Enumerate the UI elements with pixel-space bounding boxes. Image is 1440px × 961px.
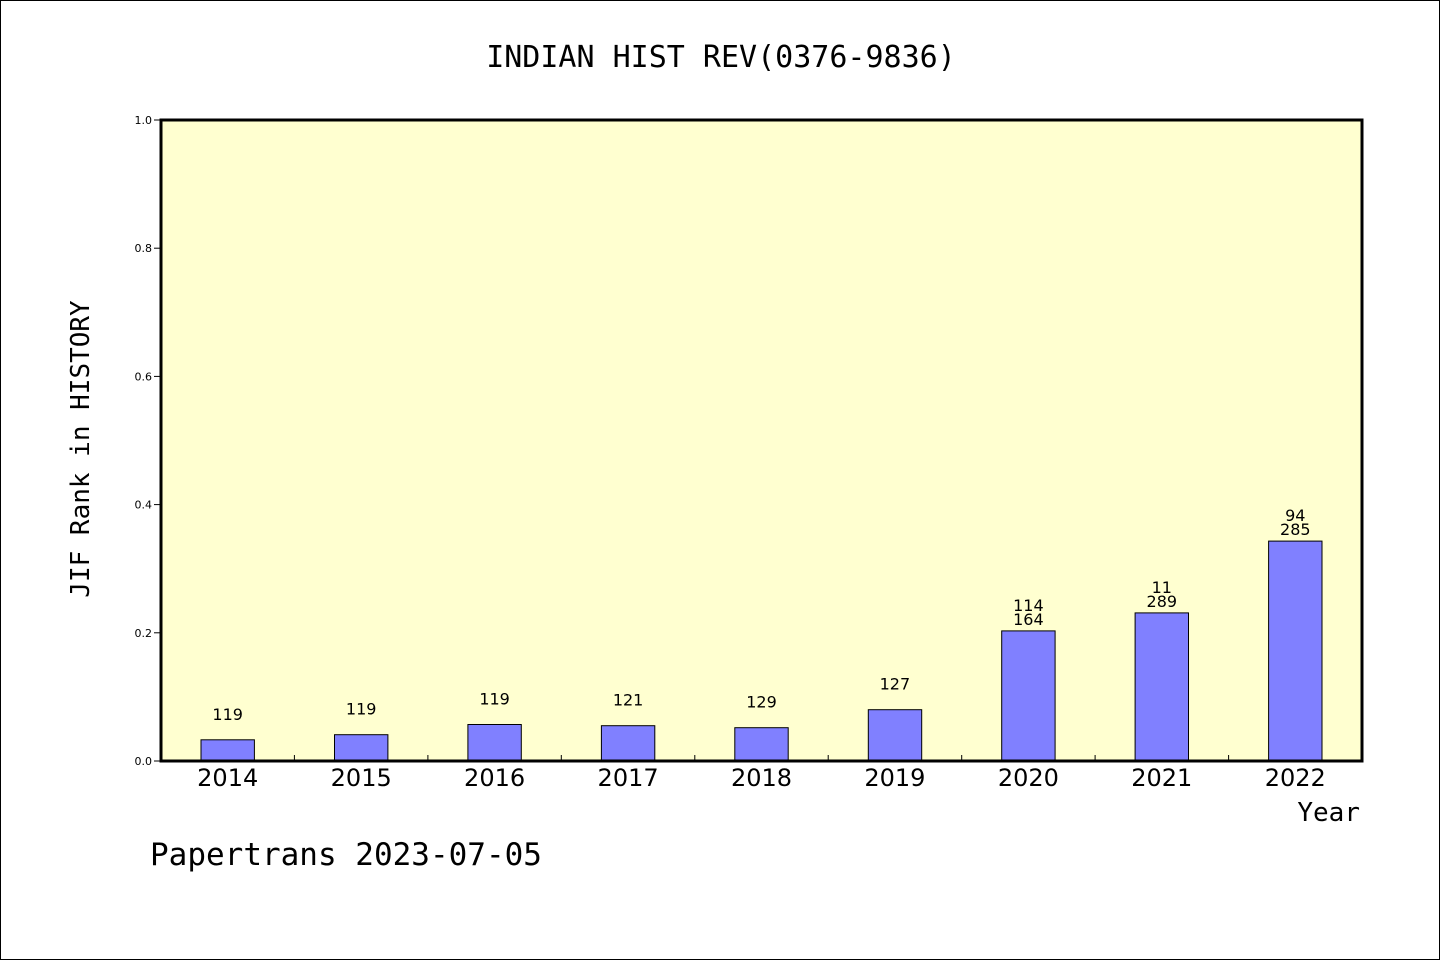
data-label-2018-1: 129 (746, 693, 777, 712)
x-axis-label: Year (1297, 798, 1360, 828)
x-tick-label-2022: 2022 (1265, 764, 1326, 792)
y-tick-label-1.0: 1.0 (135, 114, 153, 127)
bar-2021 (1134, 612, 1189, 762)
bar-2015 (334, 734, 389, 762)
chart-title: INDIAN HIST REV(0376-9836) (486, 40, 956, 75)
bar-2019 (867, 709, 923, 762)
data-label-2020-1: 114 (1013, 596, 1044, 615)
bar-2018 (734, 727, 789, 762)
x-tick-label-2017: 2017 (598, 764, 659, 792)
footer-text: Papertrans 2023-07-05 (150, 837, 542, 873)
x-tick-label-2018: 2018 (731, 764, 792, 792)
x-tick-label-2016: 2016 (464, 764, 525, 792)
y-tick-label-0.0: 0.0 (135, 755, 153, 768)
bar-2017 (600, 725, 656, 762)
y-tick-label-0.2: 0.2 (135, 627, 153, 640)
data-label-2016-1: 119 (479, 690, 510, 709)
bar-2014 (200, 739, 255, 762)
x-tick-label-2014: 2014 (197, 764, 258, 792)
data-label-2022-1: 94 (1285, 506, 1305, 525)
y-tick-label-0.6: 0.6 (135, 370, 153, 383)
bar-2022 (1268, 540, 1323, 762)
y-tick-label-0.4: 0.4 (135, 499, 153, 512)
data-label-2017-1: 121 (613, 691, 644, 710)
y-tick-label-0.8: 0.8 (135, 242, 153, 255)
x-tick-label-2021: 2021 (1131, 764, 1192, 792)
bars-layer (200, 540, 1323, 762)
data-label-2021-1: 11 (1152, 578, 1172, 597)
y-axis: 0.0 0.2 0.4 0.6 0.8 1.0 (135, 114, 161, 768)
bar-2020 (1001, 630, 1056, 762)
data-label-2014-1: 119 (212, 705, 243, 724)
x-tick-label-2015: 2015 (331, 764, 392, 792)
data-label-2015-1: 119 (346, 700, 377, 719)
y-axis-label: JIF Rank in HISTORY (66, 300, 96, 598)
data-label-2021-2: 289 (1147, 592, 1178, 611)
bar-2016 (467, 724, 522, 762)
plot-frame (159, 118, 1364, 763)
x-tick-label-2019: 2019 (864, 764, 925, 792)
data-label-2022-2: 285 (1280, 520, 1311, 539)
x-axis: 2014 2015 2016 2017 2018 2019 2020 2021 2022 (197, 755, 1326, 792)
x-tick-label-2020: 2020 (998, 764, 1059, 792)
data-label-2019-1: 127 (880, 675, 911, 694)
data-label-2020-2: 164 (1013, 610, 1044, 629)
